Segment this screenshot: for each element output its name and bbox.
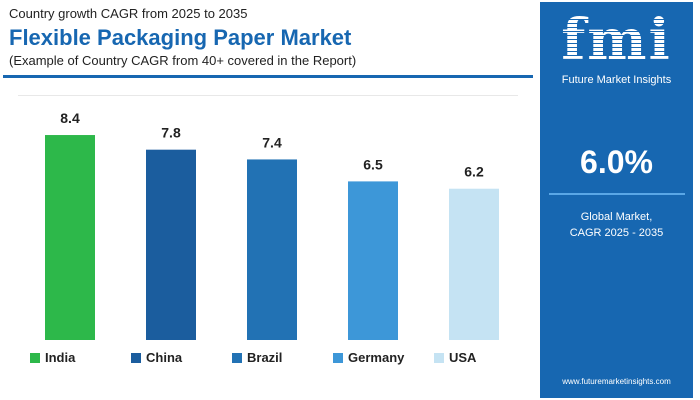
data-label: 7.4 bbox=[262, 134, 282, 150]
legend-swatch bbox=[434, 352, 444, 363]
global-cagr-value: 6.0% bbox=[580, 144, 653, 180]
legend-swatch bbox=[333, 352, 343, 363]
bar-usa bbox=[449, 188, 499, 340]
bar-india bbox=[45, 135, 95, 340]
chart-title: Flexible Packaging Paper Market bbox=[9, 25, 352, 50]
bar-china bbox=[146, 149, 196, 340]
data-label: 6.5 bbox=[363, 156, 383, 172]
data-label: 6.2 bbox=[464, 164, 484, 180]
legend-item: USA bbox=[434, 350, 535, 365]
legend-swatch bbox=[131, 352, 141, 363]
legend: India China Brazil Germany USA bbox=[30, 350, 535, 365]
title-divider bbox=[3, 75, 533, 78]
legend-item: India bbox=[30, 350, 131, 365]
legend-item: Germany bbox=[333, 350, 434, 365]
bar-chart: 8.4 7.8 7.4 6.5 6.2 bbox=[45, 110, 499, 340]
bar-brazil bbox=[247, 159, 297, 340]
legend-swatch bbox=[232, 352, 242, 363]
website-link[interactable]: www.futuremarketinsights.com bbox=[562, 377, 671, 386]
brand-name: Future Market Insights bbox=[561, 74, 672, 86]
chart-subtitle: Country growth CAGR from 2025 to 2035 bbox=[9, 6, 248, 21]
data-label: 8.4 bbox=[60, 110, 80, 126]
data-label: 7.8 bbox=[161, 125, 181, 141]
top-gridline bbox=[18, 95, 518, 96]
legend-swatch bbox=[30, 352, 40, 363]
bar-germany bbox=[348, 181, 398, 340]
legend-label: Germany bbox=[348, 350, 405, 365]
legend-label: India bbox=[45, 350, 76, 365]
legend-label: China bbox=[146, 350, 183, 365]
fmi-logo: fmi bbox=[540, 12, 693, 68]
global-label-2: CAGR 2025 - 2035 bbox=[569, 227, 664, 239]
legend-item: Brazil bbox=[232, 350, 333, 365]
legend-item: China bbox=[131, 350, 232, 365]
legend-label: USA bbox=[449, 350, 477, 365]
panel-divider bbox=[548, 193, 685, 195]
legend-label: Brazil bbox=[247, 350, 283, 365]
global-label-1: Global Market, bbox=[580, 211, 653, 223]
chart-note: (Example of Country CAGR from 40+ covere… bbox=[9, 53, 357, 68]
summary-panel: fmi Future Market Insights 6.0% Global M… bbox=[540, 2, 693, 398]
